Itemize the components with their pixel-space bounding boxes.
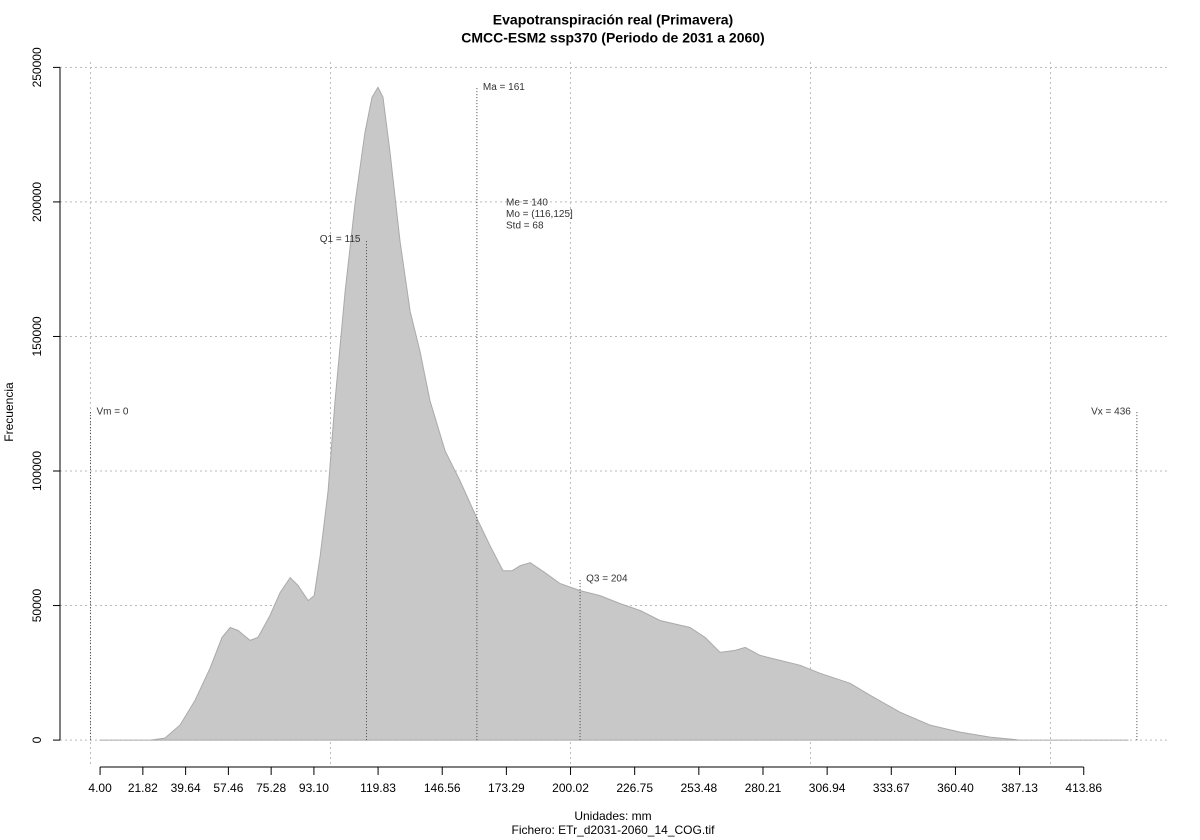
x-tick-label: 226.75 xyxy=(616,781,653,795)
x-tick-label: 306.94 xyxy=(809,781,846,795)
y-tick-label: 100000 xyxy=(30,451,44,491)
chart-title: Evapotranspiración real (Primavera) xyxy=(493,12,733,28)
x-tick-label: 146.56 xyxy=(424,781,461,795)
annotation-label: Vm = 0 xyxy=(96,406,128,417)
y-tick-label: 0 xyxy=(30,736,44,743)
x-tick-label: 57.46 xyxy=(213,781,243,795)
x-tick-label: 93.10 xyxy=(299,781,329,795)
y-tick-label: 150000 xyxy=(30,316,44,356)
chart-subtitle: CMCC-ESM2 ssp370 (Periodo de 2031 a 2060… xyxy=(461,30,764,46)
x-tick-label: 21.82 xyxy=(128,781,158,795)
stat-label: Std = 68 xyxy=(506,221,544,232)
x-axis-label: Unidades: mm xyxy=(574,809,651,823)
x-tick-label: 200.02 xyxy=(552,781,589,795)
stat-label: Me = 140 xyxy=(506,198,548,209)
x-tick-label: 4.00 xyxy=(88,781,112,795)
y-tick-label: 250000 xyxy=(30,47,44,87)
x-tick-label: 387.13 xyxy=(1001,781,1038,795)
x-tick-label: 75.28 xyxy=(256,781,286,795)
x-tick-label: 280.21 xyxy=(745,781,782,795)
annotation-label: Q1 = 115 xyxy=(320,234,361,245)
x-tick-label: 333.67 xyxy=(873,781,910,795)
annotation-label: Vx = 436 xyxy=(1091,406,1131,417)
x-tick-label: 119.83 xyxy=(360,781,396,795)
y-axis-label: Frecuencia xyxy=(2,382,16,442)
x-tick-label: 253.48 xyxy=(680,781,717,795)
annotation-label: Ma = 161 xyxy=(483,82,525,93)
x-tick-label: 413.86 xyxy=(1065,781,1102,795)
x-tick-label: 39.64 xyxy=(171,781,201,795)
x-tick-label: 360.40 xyxy=(937,781,974,795)
caption: Fichero: ETr_d2031-2060_14_COG.tif xyxy=(512,823,716,837)
y-tick-label: 50000 xyxy=(30,589,44,623)
stat-label: Mo = (116,125] xyxy=(506,209,573,220)
x-tick-label: 173.29 xyxy=(488,781,525,795)
annotation-label: Q3 = 204 xyxy=(586,573,628,584)
y-tick-label: 200000 xyxy=(30,182,44,222)
density-area xyxy=(99,86,1129,741)
